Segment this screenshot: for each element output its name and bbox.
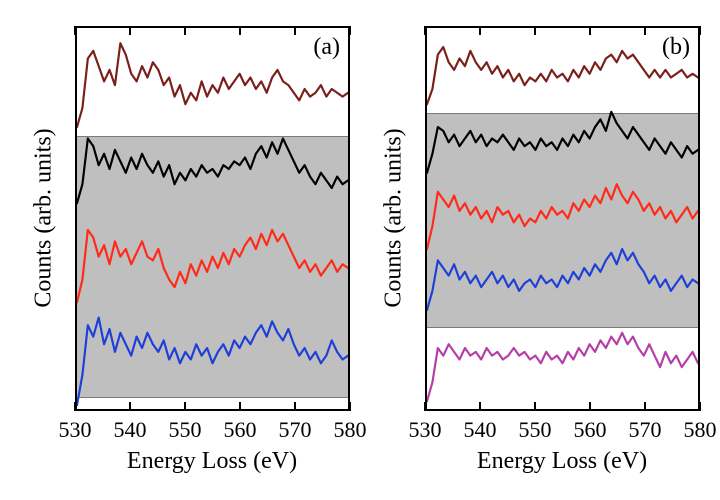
xtick-mark-top: [184, 26, 186, 35]
trace-red: [77, 230, 348, 302]
xtick-label: 540: [464, 417, 497, 443]
xtick-label: 550: [169, 417, 202, 443]
xtick-mark-top: [479, 26, 481, 35]
xtick-label: 580: [334, 417, 367, 443]
xtick-label: 560: [574, 417, 607, 443]
xtick-mark: [184, 402, 186, 411]
panel-a-tag: (a): [313, 34, 340, 61]
trace-blue: [77, 318, 348, 406]
xtick-label: 560: [224, 417, 257, 443]
xtick-mark: [479, 402, 481, 411]
trace-red: [427, 184, 698, 249]
xtick-mark-top: [699, 26, 701, 35]
xtick-label: 530: [59, 417, 92, 443]
xtick-mark: [349, 402, 351, 411]
xtick-mark-top: [74, 26, 76, 35]
xtick-mark-top: [589, 26, 591, 35]
xtick-mark-top: [294, 26, 296, 35]
xtick-label: 540: [114, 417, 147, 443]
xtick-mark: [239, 402, 241, 411]
xtick-mark: [644, 402, 646, 411]
xtick-label: 570: [629, 417, 662, 443]
xtick-mark-top: [644, 26, 646, 35]
xtick-mark-top: [349, 26, 351, 35]
xtick-mark-top: [534, 26, 536, 35]
panel-b-inner: (b): [427, 28, 698, 409]
panel-b-traces: [427, 28, 698, 409]
xtick-mark: [424, 402, 426, 411]
panel-b-tag: (b): [662, 34, 690, 61]
panel-b-xlabel: Energy Loss (eV): [477, 448, 647, 475]
panel-a: (a): [75, 26, 350, 411]
panel-a-ylabel: Counts (arb. units): [31, 128, 58, 307]
panel-a-inner: (a): [77, 28, 348, 409]
xtick-label: 530: [409, 417, 442, 443]
panel-a-xlabel: Energy Loss (eV): [127, 448, 297, 475]
xtick-mark: [294, 402, 296, 411]
panel-a-traces: [77, 28, 348, 409]
figure-root: (a) Counts (arb. units) Energy Loss (eV)…: [0, 0, 720, 500]
trace-magenta: [427, 333, 698, 402]
trace-blue: [427, 249, 698, 310]
panel-b-ylabel: Counts (arb. units): [381, 128, 408, 307]
panel-b: (b): [425, 26, 700, 411]
xtick-mark-top: [424, 26, 426, 35]
xtick-mark: [699, 402, 701, 411]
xtick-mark: [534, 402, 536, 411]
xtick-label: 580: [684, 417, 717, 443]
xtick-label: 570: [279, 417, 312, 443]
xtick-mark-top: [129, 26, 131, 35]
xtick-mark: [74, 402, 76, 411]
xtick-label: 550: [519, 417, 552, 443]
trace-black: [77, 138, 348, 203]
xtick-mark: [129, 402, 131, 411]
trace-black: [427, 112, 698, 173]
trace-top: [77, 43, 348, 127]
xtick-mark-top: [239, 26, 241, 35]
xtick-mark: [589, 402, 591, 411]
trace-top: [427, 47, 698, 104]
